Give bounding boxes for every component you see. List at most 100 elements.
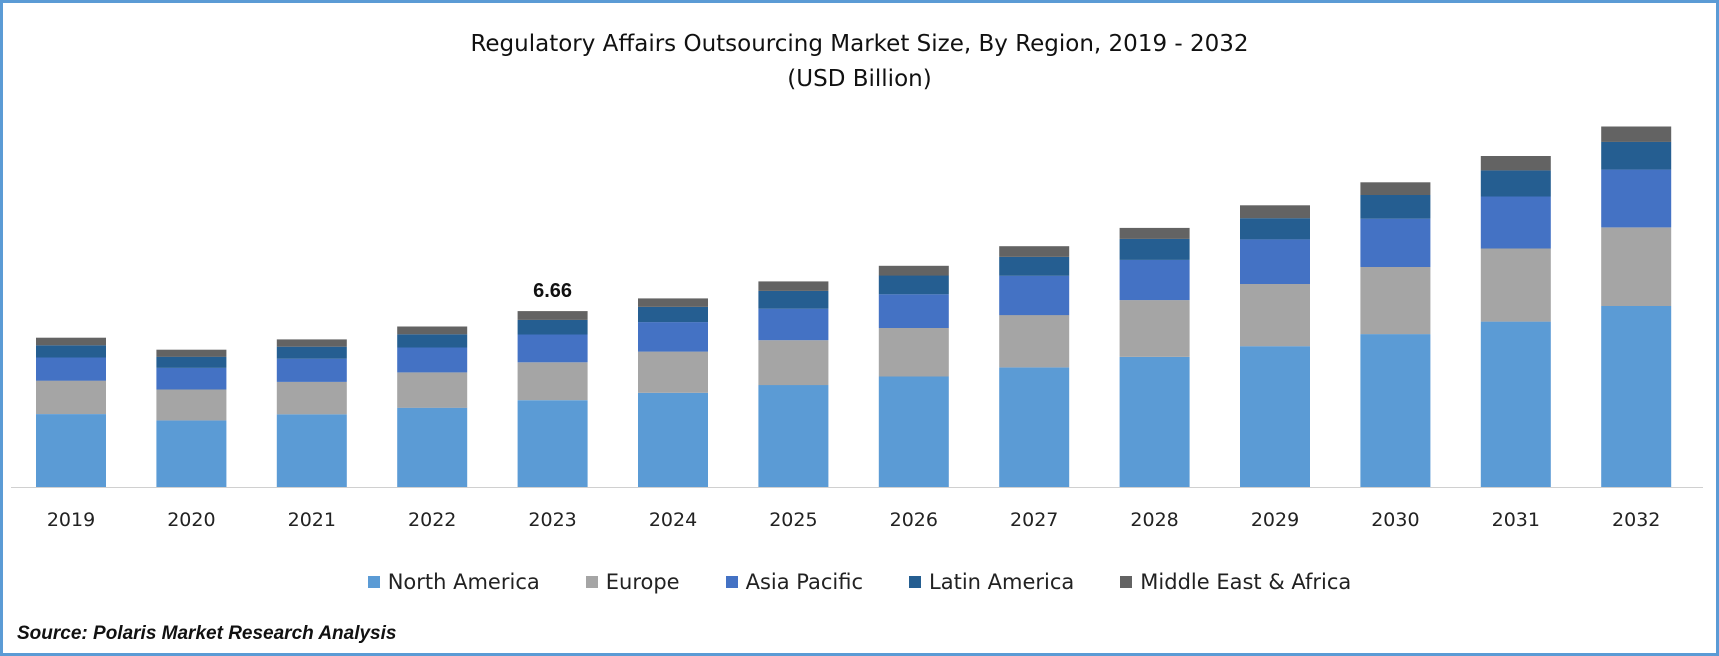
x-tick-label: 2019 — [47, 509, 95, 531]
bar-stack-2029 — [1240, 205, 1310, 487]
bar-segment — [1240, 218, 1310, 240]
bar-segment — [397, 407, 468, 487]
legend-label: Middle East & Africa — [1140, 570, 1352, 594]
bar-segment — [878, 294, 949, 328]
bar-segment — [517, 319, 588, 335]
bar-segment — [999, 257, 1070, 276]
bar-segment — [1480, 321, 1551, 487]
bar-segment — [1360, 334, 1431, 487]
legend-label: Europe — [605, 570, 680, 594]
bar-segment — [1240, 284, 1310, 347]
x-tick-label: 2021 — [288, 509, 336, 531]
bar-segment — [517, 334, 588, 363]
x-tick-label: 2024 — [649, 509, 697, 531]
bar-segment — [638, 322, 708, 352]
source-note: Source: Polaris Market Research Analysis — [17, 623, 397, 644]
bar-segment — [156, 356, 227, 368]
legend-swatch — [1120, 576, 1133, 588]
x-tick-label: 2023 — [528, 509, 576, 531]
bar-segment — [758, 308, 829, 341]
bar-stack-2026 — [878, 265, 949, 487]
bar-stack-2032 — [1601, 126, 1672, 487]
bar-segment — [1601, 141, 1672, 170]
bar-segment — [878, 376, 949, 487]
bar-segment — [758, 385, 829, 487]
legend-item: Middle East & Africa — [1120, 570, 1351, 594]
bar-segment — [1240, 205, 1310, 219]
bar-segment — [1240, 346, 1310, 487]
plot-area: 2019 2020 2021 2022 6.66 2023 2024 2025 2026 2027… — [11, 126, 1703, 531]
bar-stack-2019 — [36, 337, 106, 487]
bar-stack-2031 — [1480, 156, 1551, 487]
bar-segment — [517, 400, 588, 487]
legend-label: North America — [387, 570, 540, 594]
bar-segment — [878, 265, 949, 276]
bar-segment — [36, 414, 106, 487]
data-label: 6.66 — [533, 280, 572, 302]
bar-segment — [276, 414, 347, 487]
chart-subtitle: (USD Billion) — [787, 66, 932, 92]
bar-stack-2027 — [999, 246, 1070, 487]
bar-segment — [397, 334, 468, 348]
legend-swatch — [367, 576, 380, 588]
x-tick-label: 2032 — [1612, 509, 1660, 531]
bar-segment — [276, 339, 347, 347]
legend: North America Europe Asia Pacific Latin Ame… — [3, 570, 1716, 594]
bar-segment — [878, 275, 949, 295]
bar-segment — [1360, 267, 1431, 335]
x-tick-label: 2030 — [1371, 509, 1419, 531]
bar-stack-2022 — [397, 326, 468, 487]
bar-segment — [638, 392, 708, 487]
bar-segment — [1601, 227, 1672, 306]
bar-segment — [1480, 196, 1551, 249]
x-tick-label: 2028 — [1130, 509, 1178, 531]
bar-segment — [1601, 169, 1672, 228]
bar-segment — [1240, 239, 1310, 284]
x-tick-label: 2020 — [167, 509, 215, 531]
x-tick-label: 2027 — [1010, 509, 1058, 531]
legend-swatch — [585, 576, 598, 588]
legend-label: Latin America — [929, 570, 1075, 594]
bar-segment — [517, 362, 588, 401]
bar-segment — [638, 351, 708, 393]
bar-segment — [36, 357, 106, 381]
x-tick-label: 2026 — [890, 509, 938, 531]
x-tick-label: 2031 — [1492, 509, 1540, 531]
bar-segment — [999, 246, 1070, 257]
bar-segment — [758, 290, 829, 309]
bar-segment — [517, 311, 588, 320]
bar-stack-2020 — [156, 349, 227, 487]
bar-segment — [1119, 227, 1190, 239]
bar-segment — [397, 326, 468, 335]
bar-segment — [1119, 357, 1190, 487]
bar-stack-2028 — [1119, 227, 1190, 487]
bar-stack-2030 — [1360, 182, 1431, 487]
bar-stack-2023 — [517, 311, 588, 487]
bar-segment — [1601, 306, 1672, 487]
legend-swatch — [909, 576, 922, 588]
bar-segment — [999, 275, 1070, 316]
bar-segment — [1119, 300, 1190, 357]
x-tick-label: 2029 — [1251, 509, 1299, 531]
bar-segment — [1601, 126, 1672, 142]
bar-segment — [36, 337, 106, 346]
x-tick-label: 2025 — [769, 509, 817, 531]
bar-segment — [156, 420, 227, 487]
bar-segment — [1119, 238, 1190, 260]
bar-segment — [1480, 170, 1551, 197]
legend-item: North America — [367, 570, 540, 594]
bar-segment — [36, 380, 106, 414]
x-tick-label: 2022 — [408, 509, 456, 531]
bar-segment — [156, 389, 227, 421]
bar-segment — [758, 281, 829, 291]
bar-segment — [758, 340, 829, 386]
bar-segment — [36, 345, 106, 358]
bar-stack-2021 — [276, 339, 347, 487]
bar-segment — [156, 368, 227, 390]
bar-stack-2025 — [758, 281, 829, 487]
bar-segment — [276, 358, 347, 382]
bar-segment — [638, 307, 708, 323]
bar-segment — [276, 346, 347, 359]
bar-segment — [1360, 182, 1431, 195]
